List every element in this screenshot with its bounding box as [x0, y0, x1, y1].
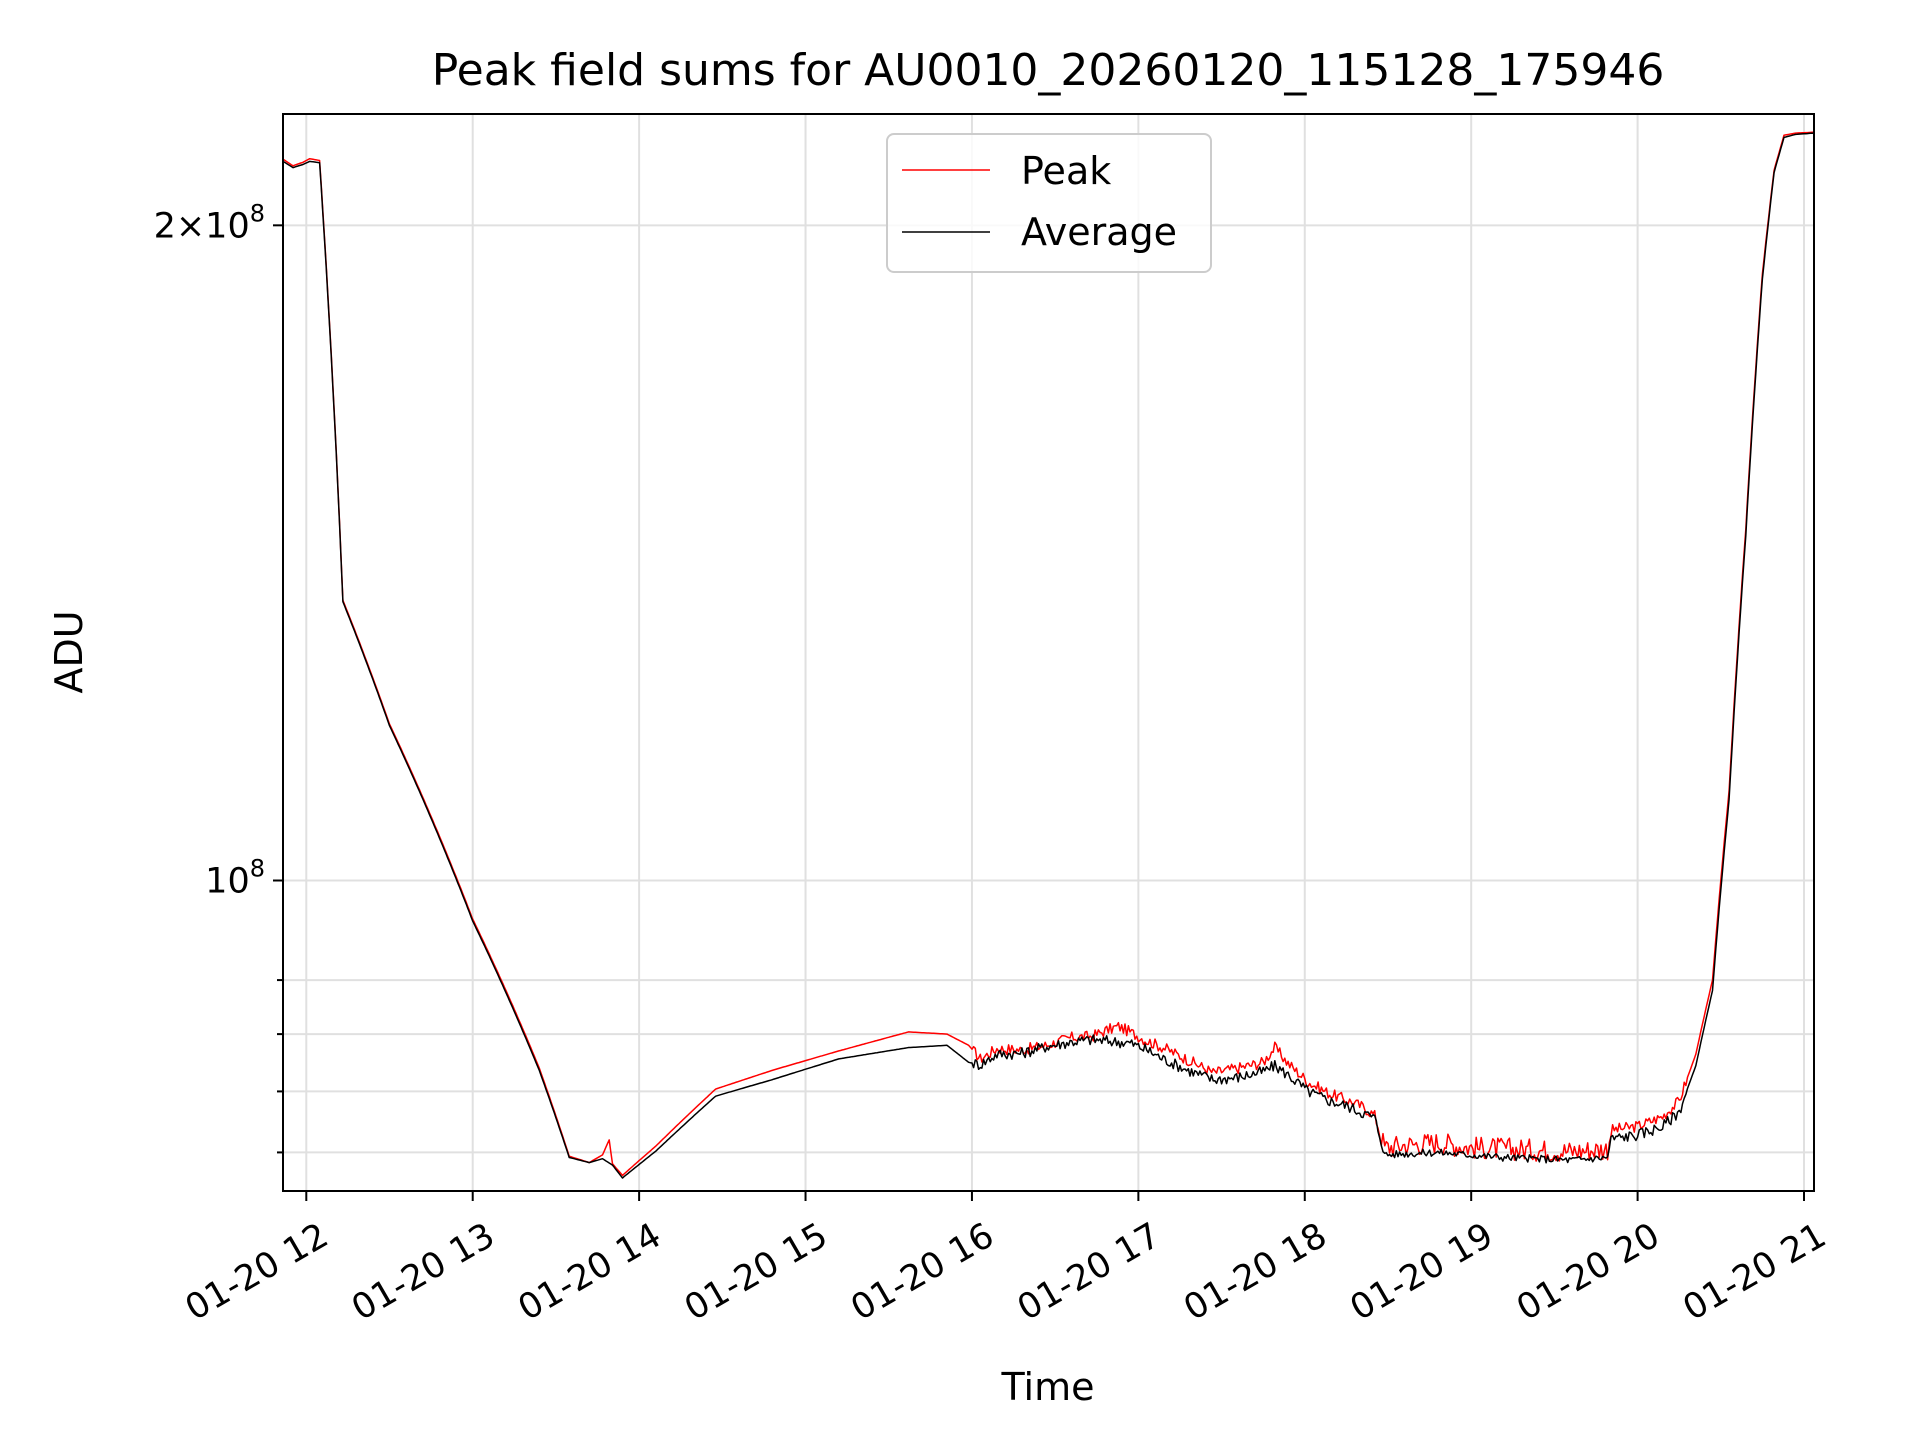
legend: Peak Average — [886, 133, 1212, 273]
chart-title: Peak field sums for AU0010_20260120_1151… — [432, 45, 1665, 96]
series-line-average — [283, 132, 1814, 1179]
y-tick-label: 2×108 — [154, 199, 265, 246]
x-axis-label: Time — [1001, 1365, 1095, 1409]
series-group — [283, 131, 1814, 1179]
plot-frame — [282, 113, 1815, 1192]
legend-label-average: Average — [1021, 210, 1177, 254]
y-axis-label: ADU — [47, 610, 91, 693]
grid — [283, 114, 1814, 1191]
legend-box — [886, 133, 1212, 273]
legend-label-peak: Peak — [1021, 149, 1111, 193]
